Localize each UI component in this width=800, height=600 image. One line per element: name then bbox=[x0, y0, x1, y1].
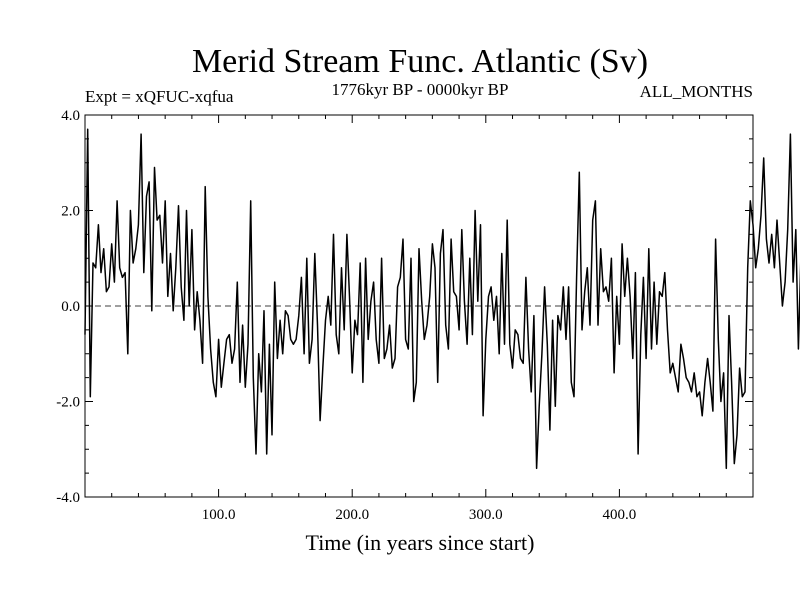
chart-title: Merid Stream Func. Atlantic (Sv) bbox=[192, 43, 648, 80]
y-axis: 4.0 2.0 0.0 -2.0 -4.0 bbox=[56, 108, 753, 506]
y-tick-label: -4.0 bbox=[56, 490, 80, 506]
x-axis-label: Time (in years since start) bbox=[306, 530, 535, 555]
months-label: ALL_MONTHS bbox=[640, 82, 753, 101]
y-tick-label: 2.0 bbox=[61, 204, 80, 220]
period-label: 1776kyr BP - 0000kyr BP bbox=[332, 80, 509, 99]
x-axis: 100.0 200.0 300.0 400.0 bbox=[111, 115, 727, 523]
x-tick-label: 100.0 bbox=[202, 507, 236, 523]
y-tick-label: -2.0 bbox=[56, 395, 80, 411]
y-tick-label: 4.0 bbox=[61, 108, 80, 124]
x-tick-label: 200.0 bbox=[335, 507, 369, 523]
experiment-label: Expt = xQFUC-xqfua bbox=[85, 87, 234, 106]
x-tick-label: 400.0 bbox=[603, 507, 637, 523]
series-line bbox=[84, 128, 800, 470]
y-tick-label: 0.0 bbox=[61, 299, 80, 315]
x-tick-label: 300.0 bbox=[469, 507, 503, 523]
